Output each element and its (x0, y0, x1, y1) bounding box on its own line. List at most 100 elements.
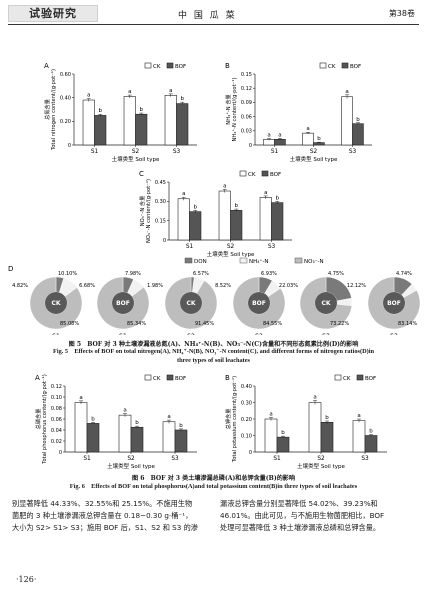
pie-treatment-label: BOF (252, 300, 266, 307)
bar-ck (162, 421, 176, 453)
pie-percent-don: 1.98% (147, 283, 163, 289)
bar-ck (308, 402, 322, 453)
legend-label-ck: CK (153, 376, 161, 382)
y-axis-label: 总氮含量 (43, 99, 51, 120)
bar-ck (123, 96, 136, 146)
y-axis-label: NH₄⁺-N 含量 (224, 94, 232, 124)
bar-ck (82, 99, 95, 146)
significance-label: a (79, 395, 82, 401)
x-tick-label: S1 (91, 149, 99, 155)
bar-bof (189, 211, 202, 241)
pie-soil-label: S1 (52, 333, 60, 335)
panel-letter: B (225, 374, 230, 382)
y-axis-label: NO₃⁻-N 含量 (138, 196, 146, 227)
journal-title: 中 国 瓜 菜 (178, 11, 237, 21)
bar-ck (259, 197, 272, 241)
x-tick-label: S1 (273, 456, 281, 462)
y-tick-label: 0.08 (51, 406, 62, 412)
significance-label: a (167, 414, 170, 420)
significance-label: b (325, 415, 329, 421)
legend-swatch-ck (319, 62, 327, 69)
bar-bof (135, 113, 148, 146)
y-tick-label: 0 (163, 238, 166, 244)
y-tick-label: 0 (249, 143, 252, 149)
legend-swatch-ck (334, 374, 342, 381)
fig6-caption-en: Fig. 6 Effects of BOF on total phosphoru… (69, 483, 358, 490)
fig5d-pie-panel: DON NH₄⁺-N NO₃⁻-N D CK 4.82% 10.10% 85.08% S1 BOF… (8, 257, 421, 335)
x-tick-label: S2 (127, 456, 135, 462)
x-tick-label: S1 (186, 244, 194, 250)
y-tick-label: 0.15 (155, 218, 166, 224)
bar-ck (74, 402, 88, 453)
legend-label-ck: CK (248, 172, 256, 178)
y-tick-label: 0.10 (51, 395, 62, 401)
pie-percent-nh4: 10.10% (58, 271, 77, 277)
pie-percent-don: 4.82% (12, 283, 28, 289)
pie-percent-don: 8.52% (215, 283, 231, 289)
bar-ck (341, 96, 353, 146)
significance-label: b (317, 136, 321, 142)
x-axis-label: 土壤类型 Soil type (207, 250, 255, 258)
y-tick-label: 0 (249, 450, 252, 456)
body-line: 漏液总钾含量分别显著降低 54.02%、39.23%和 (220, 499, 378, 508)
y-tick-label: 0.12 (51, 384, 62, 390)
x-tick-label: S3 (349, 149, 357, 155)
legend-swatch-bof (166, 62, 174, 69)
x-tick-label: S1 (83, 456, 91, 462)
pie-percent-don: 12.12% (347, 283, 366, 289)
significance-label: b (193, 204, 197, 210)
fig5-caption-en-line1: Fig. 5 Effects of BOF on total nitrogen(… (53, 348, 374, 355)
y-tick-label: 0.20 (241, 417, 252, 423)
y-tick-label: 0.04 (51, 428, 62, 434)
x-tick-label: S3 (173, 149, 181, 155)
bar-ck (218, 190, 231, 241)
panel-letter: D (8, 265, 13, 273)
y-tick-label: 0 (59, 450, 62, 456)
significance-label: b (180, 96, 184, 102)
y-tick-label: 0.12 (241, 86, 252, 92)
y-axis-label: 总钾含量 (224, 409, 232, 430)
pie-percent-nh4: 7.98% (125, 271, 141, 277)
y-tick-label: 0.09 (241, 100, 252, 106)
bar-bof (320, 421, 334, 453)
pie-percent-no3: 73.22% (330, 321, 349, 327)
legend-swatch-ck (239, 170, 247, 177)
body-line: 菌肥的 3 种土壤渗漏液总钾含量在 0.18~0.30 g·桶⁻¹， (12, 511, 193, 520)
y-tick-label: 0.40 (60, 95, 71, 101)
y-tick-label: 0 (68, 143, 71, 149)
panel-letter: A (35, 374, 40, 382)
pie-soil-label: S1 (119, 333, 127, 335)
y-tick-label: 0.40 (241, 384, 252, 390)
significance-label: b (135, 420, 139, 426)
panel-letter: A (44, 62, 49, 70)
bar-bof (176, 103, 189, 146)
y-axis-label-group: NO₃⁻-N 含量 NO₃⁻-N content/(g·pot⁻¹) (138, 179, 152, 243)
legend-swatch-bof (261, 170, 269, 177)
pie-legend-label: NO₃⁻-N (304, 259, 324, 265)
pie-percent-nh4: 6.93% (261, 271, 277, 277)
y-axis-label: 总磷含量 (34, 409, 42, 430)
legend-swatch-ck (144, 62, 152, 69)
body-text-left: 别显著降低 44.33%、32.55%和 25.15%。不施用生物 菌肥的 3 … (12, 498, 212, 534)
x-tick-label: S2 (227, 244, 235, 250)
y-tick-label: 0.20 (60, 119, 71, 125)
significance-label: a (182, 191, 185, 197)
bar-ck (352, 420, 366, 453)
legend-label-bof: BOF (175, 64, 186, 70)
body-text-right: 漏液总钾含量分别显著降低 54.02%、39.23%和 46.01%。由此可见，… (220, 498, 420, 534)
body-line: 大小为 S2> S1> S3；施用 BOF 后，S1、S2 和 S3 的渗 (12, 523, 198, 532)
page-number: ·126· (16, 575, 37, 584)
body-line: 别显著降低 44.33%、32.55%和 25.15%。不施用生物 (12, 499, 193, 508)
legend-label-bof: BOF (350, 64, 361, 70)
pie-percent-no3: 83.14% (398, 321, 417, 327)
significance-label: a (269, 411, 272, 417)
bar-bof (230, 210, 243, 241)
pie-percent-don: 22.03% (279, 283, 298, 289)
y-tick-label: 0.15 (241, 72, 252, 78)
pie-soil-label: S2 (187, 333, 195, 335)
fig6-caption-zh: 图 6 BOF 对 3 类土壤渗漏总磷(A)和总钾含量(B)的影响 (132, 475, 295, 482)
y-tick-label: 0.06 (51, 417, 62, 423)
pie-soil-label: S2 (255, 333, 263, 335)
